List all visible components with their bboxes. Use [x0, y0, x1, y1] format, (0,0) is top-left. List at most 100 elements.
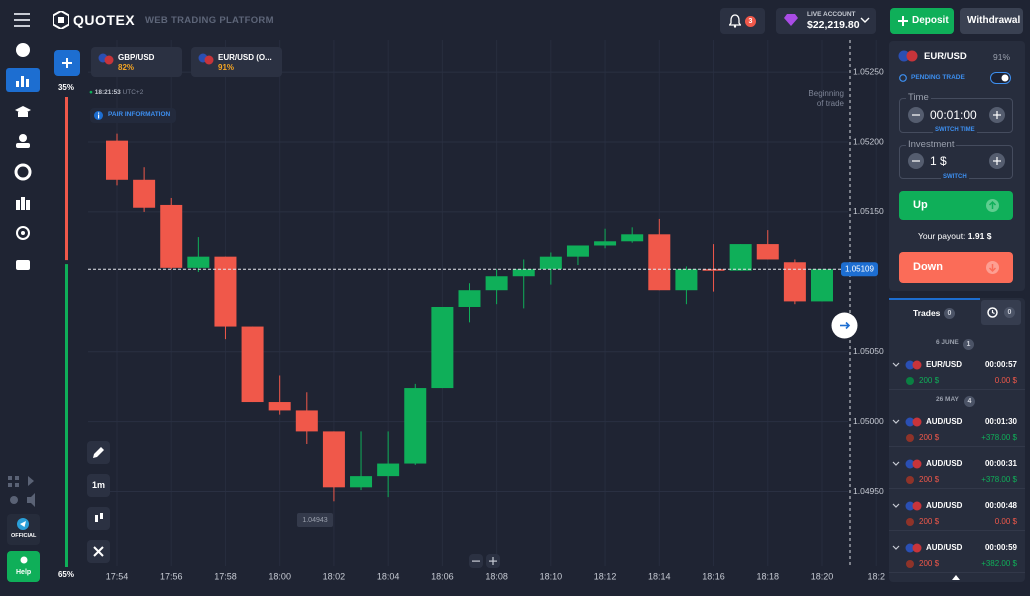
trade-pair: AUD/USD [926, 543, 963, 552]
cashback-icon[interactable] [16, 260, 30, 270]
profile-icon[interactable] [19, 134, 27, 142]
trade-duration: 00:00:57 [984, 360, 1017, 369]
x-tick-label: 17:56 [160, 571, 183, 581]
candle-body [268, 402, 291, 411]
withdrawal-button[interactable] [960, 8, 1023, 34]
direction-icon [906, 434, 914, 442]
candle-body [594, 241, 617, 246]
investment-label: Investment [906, 139, 957, 150]
trade-result: 0.00 $ [994, 376, 1017, 385]
beginning-line-2: of trade [816, 99, 844, 108]
trade-icons[interactable] [892, 501, 926, 529]
chart-type-button[interactable] [87, 507, 110, 530]
bell-icon [729, 14, 741, 28]
market-icon[interactable] [14, 163, 32, 181]
tools-icon [93, 546, 104, 557]
settings-icon[interactable] [10, 496, 18, 504]
notifications-button[interactable] [720, 8, 765, 34]
scroll-up[interactable] [952, 575, 960, 580]
logo-text: QUOTEX [73, 12, 136, 28]
y-tick-label: 1.04950 [853, 486, 884, 496]
trade-icons[interactable] [892, 543, 926, 571]
plus-icon [898, 16, 908, 26]
sentiment-bar [65, 97, 68, 261]
help-button-icon [20, 556, 28, 564]
down-label: Down [913, 261, 943, 273]
expand-chevron [892, 419, 900, 424]
help-button[interactable] [7, 551, 40, 582]
trade-icons[interactable] [892, 417, 926, 445]
direction-icon [906, 476, 914, 484]
candles-icon [95, 513, 103, 522]
x-tick-label: 17:54 [106, 571, 129, 581]
minus-icon [472, 560, 480, 562]
trade-pair: AUD/USD [926, 417, 963, 426]
asset-flag [98, 53, 114, 65]
candle-body [187, 256, 210, 268]
x-tick-label: 18:2 [867, 571, 885, 581]
sentiment-bar [65, 264, 68, 567]
pending-label: PENDING TRADE [911, 74, 965, 81]
pencil-icon [93, 447, 104, 458]
trades-tab[interactable] [889, 298, 980, 326]
scroll-to-now[interactable] [831, 312, 858, 339]
candle-body [377, 463, 400, 477]
direction-icon [906, 518, 914, 526]
info-icon [94, 111, 103, 120]
time-minus[interactable] [908, 107, 924, 123]
switch[interactable]: SWITCH [941, 174, 969, 180]
help-icon[interactable] [16, 43, 30, 57]
candle-body [295, 410, 318, 432]
trade-duration: 00:00:48 [984, 501, 1017, 510]
y-tick-label: 1.05150 [853, 206, 884, 216]
min-price-box [297, 513, 333, 527]
candle-body [485, 276, 508, 291]
flag-part [912, 459, 922, 469]
payout-label: Your payout: [918, 231, 966, 241]
account-type: LIVE ACCOUNT [807, 11, 856, 18]
fullscreen-icon[interactable] [8, 476, 12, 480]
row-separator [889, 389, 1025, 390]
timeframe-button[interactable] [87, 474, 110, 497]
candle-body [783, 262, 806, 302]
time-plus[interactable] [989, 107, 1005, 123]
x-tick-label: 18:08 [485, 571, 508, 581]
candle-body [621, 234, 644, 242]
flag-part [912, 417, 922, 427]
investment-plus[interactable] [989, 153, 1005, 169]
time-label: Time [906, 92, 931, 103]
candle-body [350, 476, 373, 488]
menu-icon[interactable] [14, 12, 32, 28]
trade-icons[interactable] [892, 360, 926, 388]
pair-info-button[interactable] [90, 108, 176, 123]
switch-time[interactable]: SWITCH TIME [933, 127, 977, 133]
candle-body [241, 326, 264, 403]
trade-duration: 00:00:59 [984, 543, 1017, 552]
down-icon [986, 261, 999, 274]
y-tick-label: 1.05250 [853, 66, 884, 76]
current-price-box [841, 262, 878, 277]
trade-result: +378.00 $ [981, 433, 1017, 442]
investment-minus[interactable] [908, 153, 924, 169]
investment-value: 1 $ [930, 154, 947, 168]
time-value: 00:01:00 [930, 108, 977, 122]
pending-toggle[interactable] [990, 72, 1011, 84]
expand-chevron [892, 545, 900, 550]
rewards-icon[interactable] [16, 200, 20, 210]
flag-part [905, 417, 915, 427]
logout-icon[interactable] [28, 476, 34, 486]
history-count: 0 [1004, 307, 1015, 318]
price-chart: 17:54 17:56 17:58 18:00 18:02 18:04 18:06 18:08… [58, 40, 885, 581]
official-label: OFFICIAL [11, 533, 37, 539]
telegram-icon [17, 518, 29, 530]
candle-body [458, 290, 481, 307]
history-icon [987, 307, 998, 318]
add-icon [62, 58, 72, 68]
candle-body [160, 204, 183, 268]
expand-chevron [892, 362, 900, 367]
sound-icon[interactable] [27, 493, 35, 507]
candle-body [810, 269, 833, 302]
signals-icon[interactable] [16, 226, 30, 240]
trade-icons[interactable] [892, 459, 926, 487]
